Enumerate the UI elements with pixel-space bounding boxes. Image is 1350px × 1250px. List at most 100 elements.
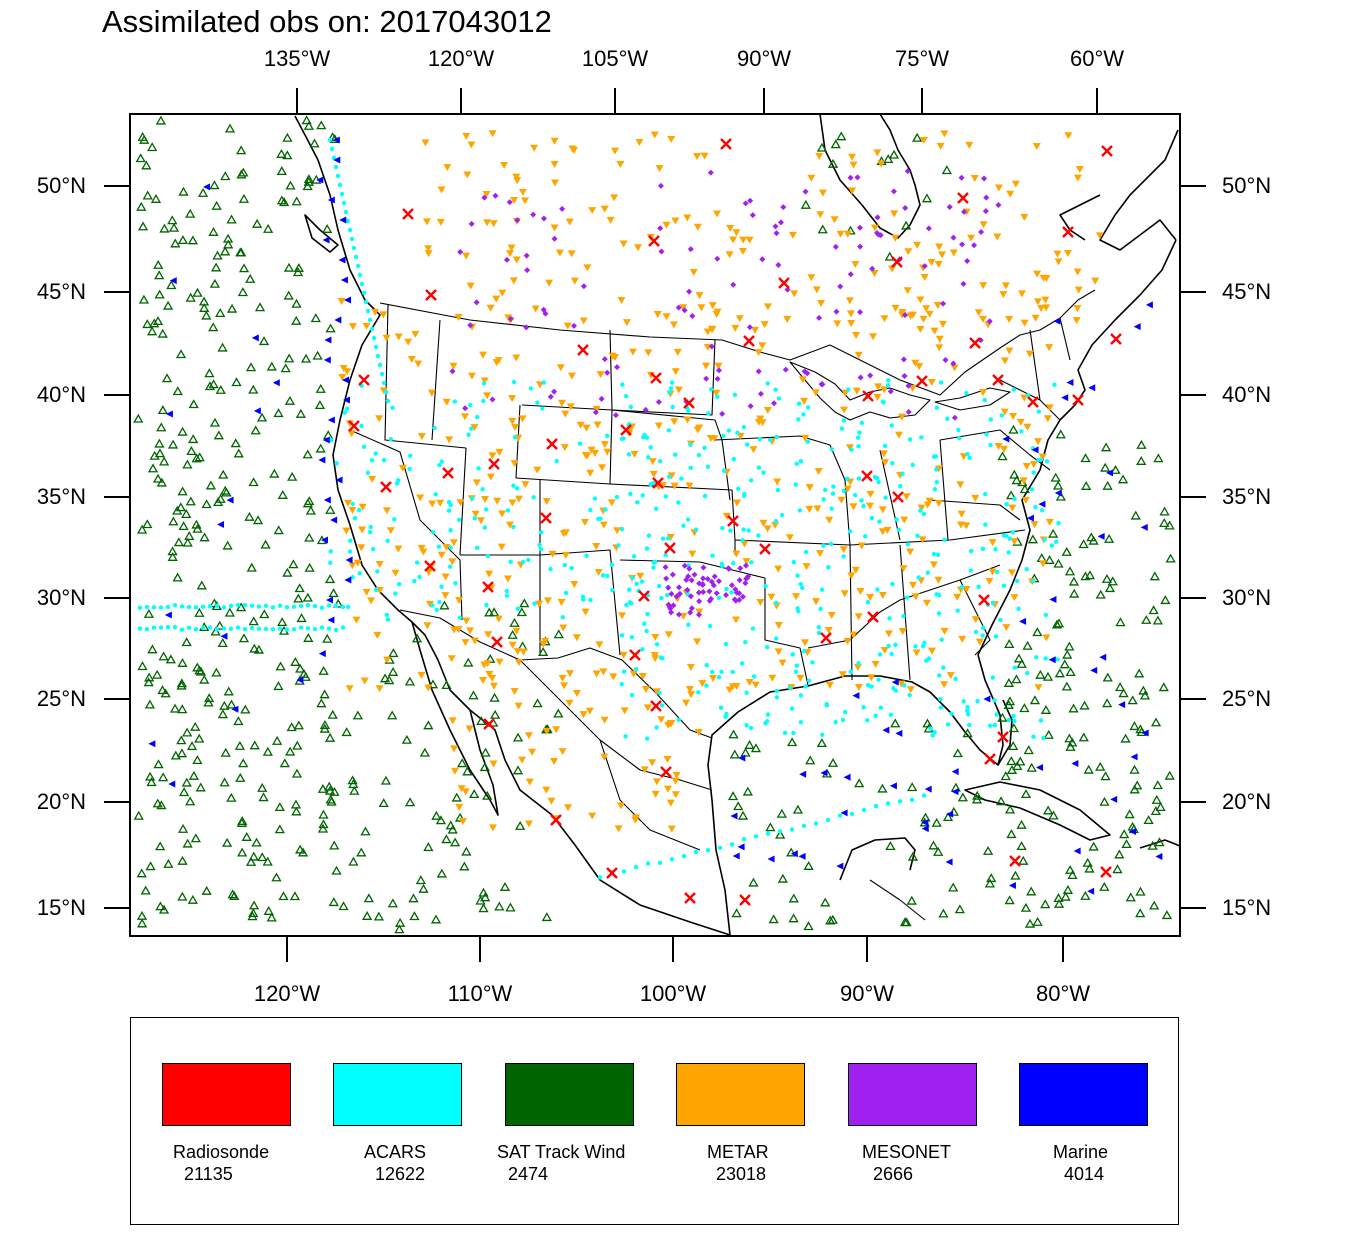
metar-marker	[570, 277, 579, 285]
metar-marker	[919, 136, 928, 144]
metar-marker	[448, 717, 457, 725]
sat-track-wind-marker	[237, 287, 249, 297]
metar-marker	[745, 236, 754, 244]
acars-marker	[381, 380, 387, 386]
mesonet-marker	[982, 208, 989, 215]
acars-marker	[816, 625, 821, 630]
metar-marker	[825, 681, 834, 689]
sat-track-wind-marker	[1095, 761, 1106, 771]
metar-marker	[798, 376, 807, 384]
metar-marker	[1037, 305, 1046, 313]
acars-marker	[483, 507, 489, 512]
metar-marker	[796, 674, 805, 682]
sat-track-wind-marker	[327, 709, 338, 719]
metar-marker	[703, 328, 712, 336]
acars-marker	[919, 435, 924, 440]
acars-marker	[179, 627, 185, 632]
acars-marker	[214, 603, 220, 608]
sat-track-wind-marker	[172, 386, 183, 396]
metar-marker	[854, 613, 863, 621]
metar-marker	[514, 702, 523, 710]
marine-marker	[325, 596, 333, 604]
sat-track-wind-marker	[883, 154, 894, 164]
mesonet-marker	[890, 188, 897, 195]
sat-track-wind-marker	[1065, 864, 1076, 874]
sat-track-wind-marker	[1103, 533, 1115, 543]
sat-track-wind-marker	[295, 663, 306, 673]
acars-marker	[753, 834, 759, 839]
marine-marker	[327, 616, 335, 624]
acars-marker	[1006, 717, 1012, 723]
radiosonde-marker	[820, 632, 832, 644]
sat-track-wind-marker	[731, 908, 742, 918]
metar-marker	[486, 304, 495, 312]
sat-track-wind-marker	[1154, 837, 1165, 847]
metar-marker	[949, 249, 958, 257]
sat-track-wind-marker	[276, 166, 287, 176]
metar-marker	[904, 248, 913, 256]
metar-marker	[1008, 504, 1017, 512]
acars-marker	[822, 487, 828, 493]
sat-track-wind-marker	[1052, 480, 1064, 490]
acars-marker	[368, 524, 373, 530]
sat-track-wind-marker	[352, 710, 364, 720]
sat-track-wind-marker	[1136, 455, 1147, 465]
sat-track-wind-marker	[177, 855, 188, 865]
sat-track-wind-marker	[494, 901, 505, 911]
mesonet-marker	[695, 589, 702, 596]
metar-marker	[878, 591, 887, 599]
acars-marker	[739, 661, 745, 666]
left-tick-label: 25°N	[36, 686, 86, 711]
metar-marker	[852, 332, 861, 340]
sat-track-wind-marker	[362, 910, 373, 920]
sat-track-wind-marker	[322, 633, 333, 643]
sat-track-wind-marker	[1165, 553, 1176, 563]
acars-marker	[381, 458, 387, 463]
metar-marker	[594, 568, 603, 576]
sat-track-wind-marker	[480, 892, 491, 902]
mesonet-marker	[675, 611, 682, 618]
metar-marker	[607, 499, 616, 507]
marine-marker	[790, 850, 798, 858]
metar-marker	[667, 136, 676, 144]
mesonet-marker	[695, 611, 702, 618]
sat-track-wind-marker	[1104, 583, 1116, 593]
sat-track-wind-marker	[185, 208, 196, 218]
acars-marker	[328, 560, 333, 566]
sat-track-wind-marker	[451, 792, 462, 802]
radiosonde-marker	[759, 543, 771, 555]
acars-marker	[964, 391, 969, 396]
acars-marker	[945, 722, 951, 727]
metar-marker	[654, 422, 663, 430]
sat-track-wind-marker	[292, 740, 303, 750]
acars-marker	[723, 641, 729, 647]
acars-marker	[256, 604, 262, 609]
marine-marker	[342, 396, 350, 404]
metar-marker	[488, 674, 497, 682]
mesonet-marker	[737, 565, 744, 572]
acars-marker	[569, 565, 574, 571]
metar-marker	[467, 372, 476, 380]
acars-marker	[629, 692, 635, 698]
mesonet-marker	[773, 230, 780, 237]
metar-marker	[732, 550, 741, 558]
metar-marker	[507, 244, 516, 252]
right-tick-label: 20°N	[1222, 789, 1272, 814]
sat-track-wind-marker	[1026, 886, 1037, 896]
acars-marker	[640, 647, 645, 652]
sat-track-wind-marker	[942, 812, 954, 822]
sat-track-wind-marker	[182, 727, 193, 737]
acars-marker	[623, 734, 628, 739]
acars-marker	[137, 605, 143, 611]
sat-track-wind-marker	[273, 525, 284, 535]
metar-marker	[353, 559, 362, 567]
sat-track-wind-marker	[1150, 806, 1161, 816]
metar-marker	[521, 197, 530, 205]
sat-track-wind-marker	[347, 775, 358, 785]
sat-track-wind-marker	[181, 637, 192, 647]
metar-marker	[754, 349, 763, 357]
sat-track-wind-marker	[247, 911, 258, 921]
mesonet-marker	[711, 573, 718, 580]
sat-track-wind-marker	[884, 251, 895, 261]
metar-marker	[550, 758, 559, 766]
